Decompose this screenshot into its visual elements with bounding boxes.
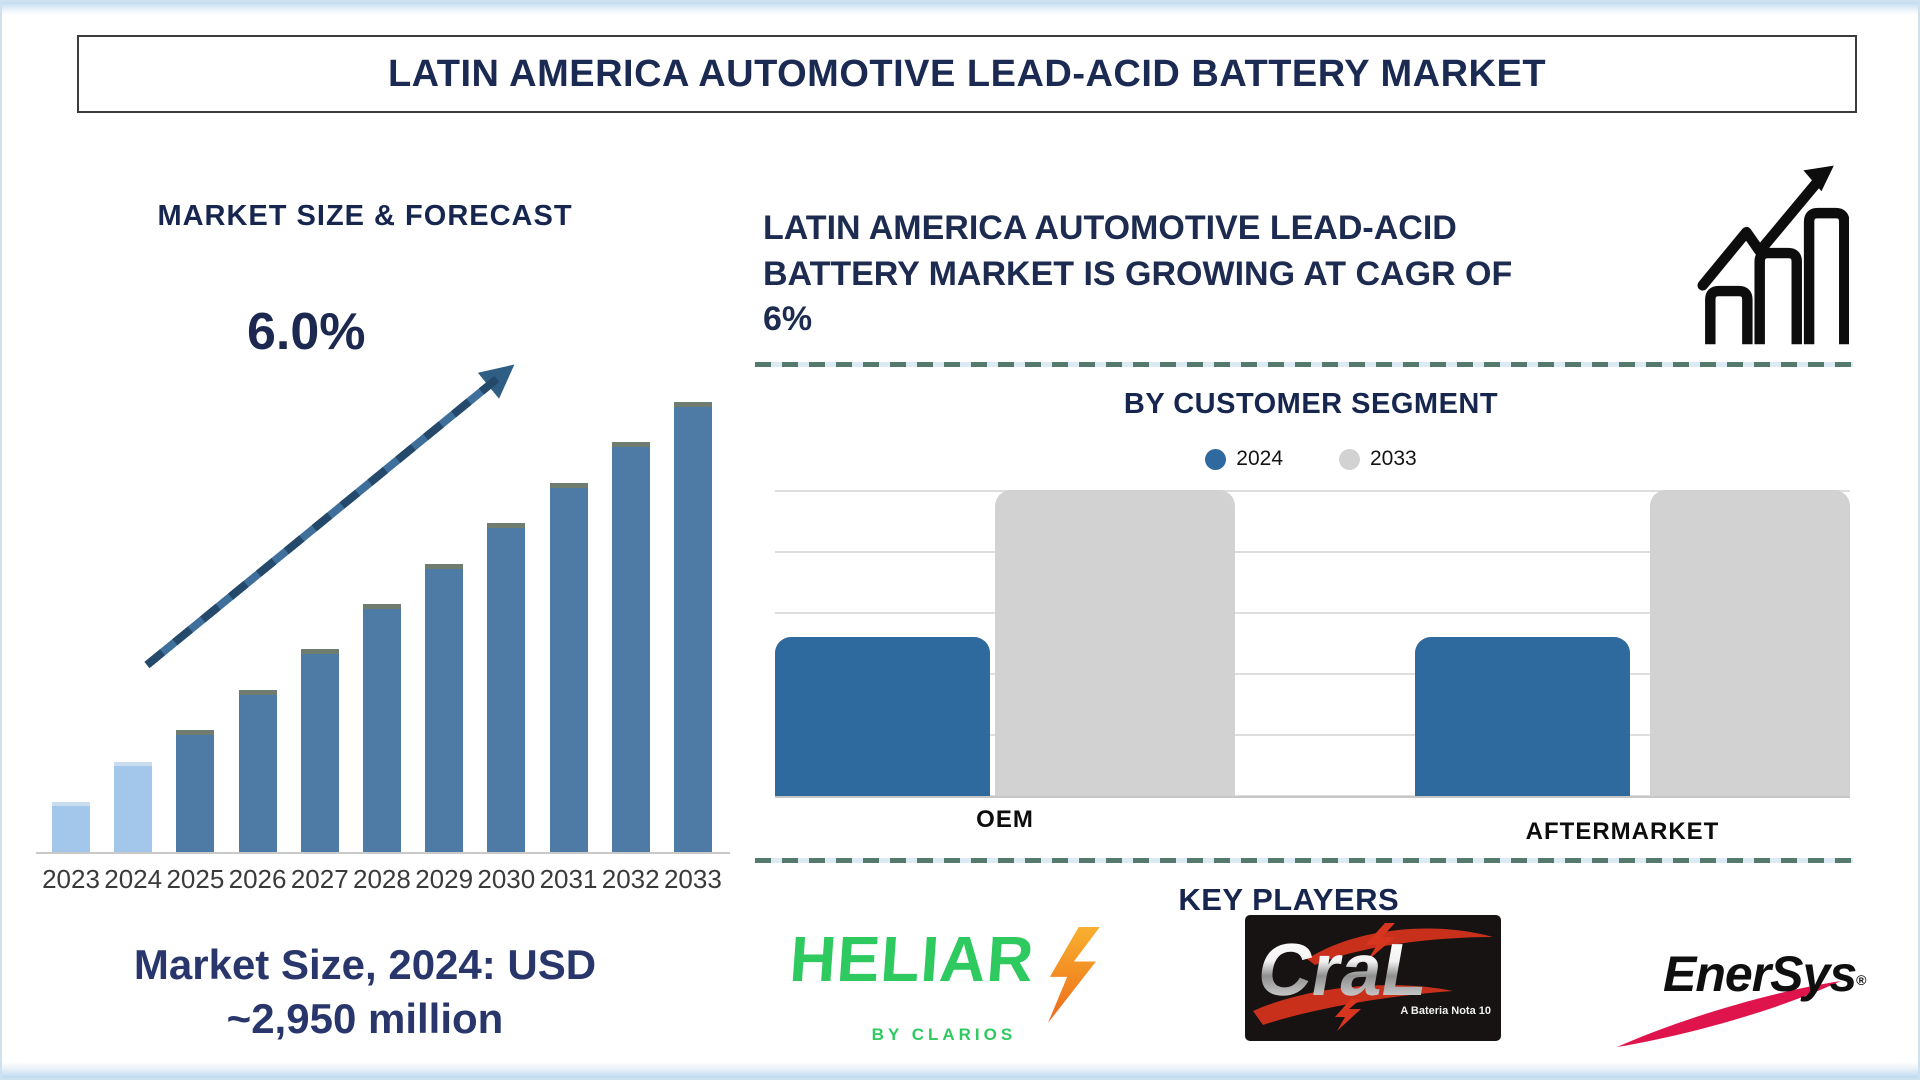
legend-dot-2024 [1205,448,1227,470]
forecast-bar-2026 [238,690,277,852]
forecast-bar-2032 [611,442,650,852]
forecast-year-2033: 2033 [663,864,722,894]
enersys-swoosh-icon [1617,981,1841,1047]
forecast-year-2031: 2031 [539,864,598,894]
forecast-bar-2031 [549,483,588,852]
segment-legend: 2024 2033 [755,447,1867,471]
key-players-logos: HELIAR BY CLARIOS [755,915,1866,1060]
segment-bar-aftermarket-2024 [1415,637,1630,796]
enersys-logo: EnerSys® [1617,937,1866,1047]
forecast-year-2023: 2023 [42,864,100,894]
legend-label-2033: 2033 [1370,447,1417,470]
forecast-bar-2029 [425,564,464,852]
forecast-bar-2025 [176,730,215,852]
enersys-logo-text: EnerSys® [1663,946,1866,1002]
forecast-bar-2030 [487,523,526,852]
cral-logo-subtext: A Bateria Nota 10 [1400,1005,1491,1017]
forecast-heading: MARKET SIZE & FORECAST [157,200,573,232]
segment-bar-oem-2033 [995,490,1235,796]
cagr-value-label: 6.0% [247,303,366,361]
segment-chart [775,490,1850,798]
segment-chart-heading: BY CUSTOMER SEGMENT [1123,388,1499,420]
forecast-x-axis [36,852,730,854]
forecast-year-2032: 2032 [601,864,660,894]
bottom-edge-strip [0,1062,1920,1080]
legend-dot-2033 [1339,448,1360,470]
dashed-separator-top [755,362,1853,367]
key-players-heading: KEY PLAYERS [1178,882,1400,917]
forecast-year-2030: 2030 [477,864,536,894]
forecast-bar-2024 [114,762,153,852]
forecast-bar-2028 [362,604,401,852]
legend-label-2024: 2024 [1236,447,1283,470]
legend-item-2033: 2033 [1339,447,1417,471]
forecast-year-2026: 2026 [228,864,287,894]
segment-bar-aftermarket-2033 [1650,490,1850,796]
segment-label-oem: OEM [976,806,1034,833]
right-panel: LATIN AMERICA AUTOMOTIVE LEAD-ACID BATTE… [755,0,1867,1080]
market-size-caption: Market Size, 2024: USD ~2,950 million [10,938,720,1046]
growth-headline: LATIN AMERICA AUTOMOTIVE LEAD-ACID BATTE… [763,209,1513,339]
segment-label-aftermarket: AFTERMARKET [1525,818,1720,845]
forecast-bar-2027 [300,649,339,852]
enersys-registered-mark: ® [1856,972,1866,988]
heliar-logo-text: HELIAR [787,923,1037,995]
forecast-year-2027: 2027 [290,864,349,894]
forecast-chart: 2023 2024 2025 2026 2027 2028 2029 2030 2031 2032… [36,303,730,894]
dashed-separator-bottom [755,858,1853,863]
cral-logo: CraL A Bateria Nota 10 [1245,915,1501,1041]
title-banner: LATIN AMERICA AUTOMOTIVE LEAD-ACID BATTE… [77,35,1857,113]
heliar-lightning-icon [1048,927,1101,1023]
forecast-year-2024: 2024 [104,864,163,894]
heliar-logo-subtext: BY CLARIOS [871,1025,1017,1044]
legend-item-2024: 2024 [1205,447,1283,471]
growth-chart-icon [1697,165,1849,345]
market-size-caption-line1: Market Size, 2024: USD [133,941,597,988]
cral-logo-text: CraL [1251,928,1436,1011]
forecast-year-2025: 2025 [166,864,225,894]
forecast-year-2029: 2029 [415,864,474,894]
cral-swoosh-icon [1253,923,1493,1031]
page-title: LATIN AMERICA AUTOMOTIVE LEAD-ACID BATTE… [387,52,1547,95]
heliar-logo: HELIAR BY CLARIOS [787,923,1102,1045]
segment-bar-oem-2024 [775,637,990,796]
forecast-bars [42,402,722,852]
forecast-year-2028: 2028 [353,864,411,894]
market-size-caption-line2: ~2,950 million [226,994,504,1042]
forecast-bar-2033 [673,402,712,852]
forecast-bar-2023 [52,802,90,852]
forecast-year-labels: 2023 2024 2025 2026 2027 2028 2029 2030 2031 2032… [42,864,722,895]
top-edge-strip [0,0,1920,15]
